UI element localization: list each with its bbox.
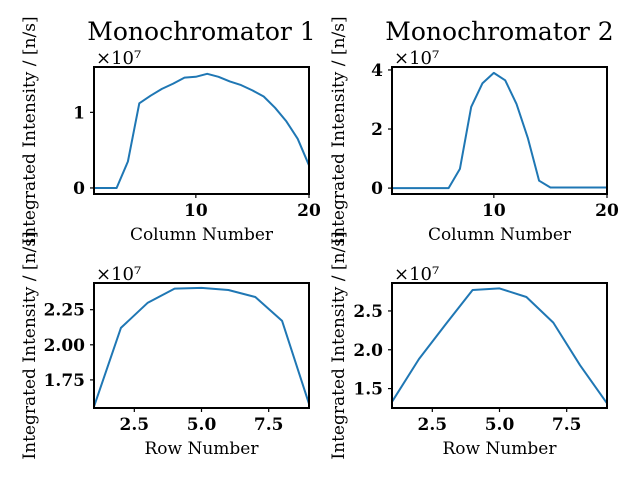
y-multiplier: ×10⁷ (96, 264, 141, 285)
y-tick-label: 2.00 (44, 336, 86, 356)
x-tick-label: 20 (297, 201, 321, 221)
axes-frame (391, 282, 608, 409)
y-multiplier: ×10⁷ (96, 48, 141, 69)
y-axis-label: Integrated Intensity / [n/s] (20, 16, 40, 244)
y-multiplier: ×10⁷ (394, 264, 439, 285)
x-tick-label: 5.0 (187, 415, 217, 435)
y-tick-label: 2.5 (353, 302, 383, 322)
y-axis-label: Integrated Intensity / [n/s] (329, 231, 349, 459)
axes-frame (93, 282, 310, 409)
series-line (93, 286, 310, 407)
y-tick-label: 4 (371, 61, 383, 81)
subplot-title: Monochromator 1 (87, 17, 315, 46)
y-tick-label: 0 (73, 179, 85, 199)
x-tick-label: 10 (184, 201, 208, 221)
y-tick-label: 2.0 (353, 341, 383, 361)
y-tick-label: 2 (371, 120, 383, 140)
x-tick-label: 7.5 (254, 415, 284, 435)
axes-frame (93, 66, 310, 195)
axes-frame (391, 66, 608, 195)
y-multiplier: ×10⁷ (394, 48, 439, 69)
subplot-title: Monochromator 2 (385, 17, 613, 46)
y-tick-label: 1.5 (353, 380, 383, 400)
x-tick-label: 5.0 (485, 415, 515, 435)
y-tick-label: 1.75 (44, 371, 85, 391)
y-tick-label: 1 (73, 103, 85, 123)
x-axis-label: Column Number (428, 225, 572, 245)
subplot-4: 2.5 5.0 7.5 1.5 2.0 2.5 ×10⁷ Row Number Integrat… (329, 231, 608, 460)
x-tick-label: 7.5 (552, 415, 582, 435)
series-line (392, 71, 607, 190)
x-axis-label: Column Number (130, 225, 274, 245)
x-axis-label: Row Number (144, 439, 259, 459)
x-tick-label: 20 (595, 201, 619, 221)
subplot-3: 2.5 5.0 7.5 1.75 2.00 2.25 ×10⁷ Row Number Integ… (20, 231, 310, 460)
x-tick-label: 2.5 (418, 415, 448, 435)
x-tick-label: 10 (482, 201, 506, 221)
series-line (94, 72, 310, 189)
x-tick-label: 2.5 (120, 415, 150, 435)
y-axis-label: Integrated Intensity / [n/s] (329, 16, 349, 244)
x-axis-label: Row Number (442, 439, 557, 459)
y-axis-label: Integrated Intensity / [n/s] (20, 231, 40, 459)
series-line (391, 287, 608, 404)
y-tick-label: 2.25 (44, 301, 85, 321)
y-tick-label: 0 (371, 179, 383, 199)
